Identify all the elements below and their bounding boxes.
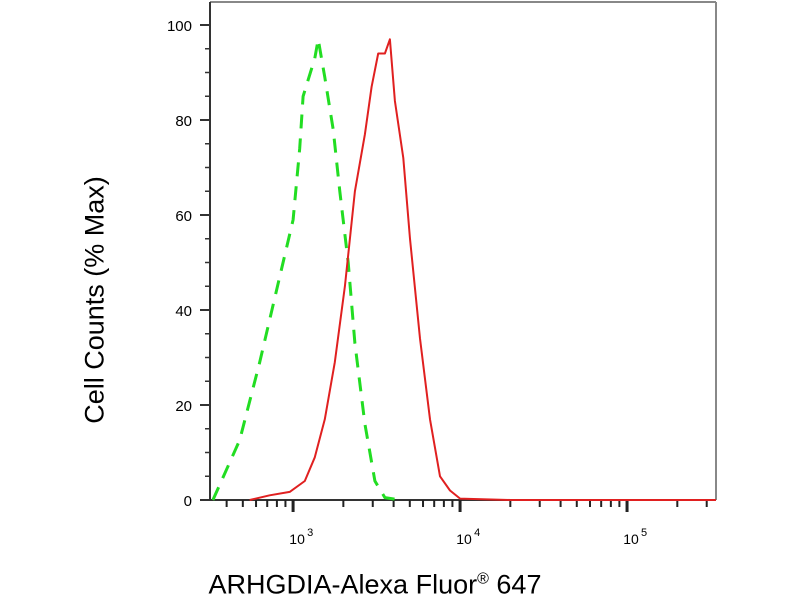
y-tick-label: 40 [175, 303, 192, 320]
registered-mark: ® [477, 570, 489, 588]
control-histogram-line [211, 37, 401, 502]
x-tick-label: 10 [456, 531, 472, 547]
x-tick-exponent: 5 [641, 527, 647, 539]
y-tick-label: 20 [175, 398, 192, 415]
y-tick-label: 0 [184, 493, 192, 510]
x-axis-label-text: ARHGDIA-Alexa Fluor [208, 569, 478, 600]
y-tick-label: 60 [175, 208, 192, 225]
x-axis-label-suffix: 647 [488, 569, 542, 600]
x-tick-exponent: 4 [474, 527, 480, 539]
x-tick-exponent: 3 [307, 527, 313, 539]
y-tick-label: 100 [167, 18, 192, 35]
x-tick-label: 10 [623, 531, 639, 547]
x-tick-label: 10 [289, 531, 305, 547]
sample-histogram-line [249, 38, 716, 501]
x-axis-label: ARHGDIA-Alexa Fluor® 647 [209, 570, 542, 601]
y-tick-label: 80 [175, 113, 192, 130]
y-axis-label: Cell Counts (% Max) [79, 176, 110, 424]
